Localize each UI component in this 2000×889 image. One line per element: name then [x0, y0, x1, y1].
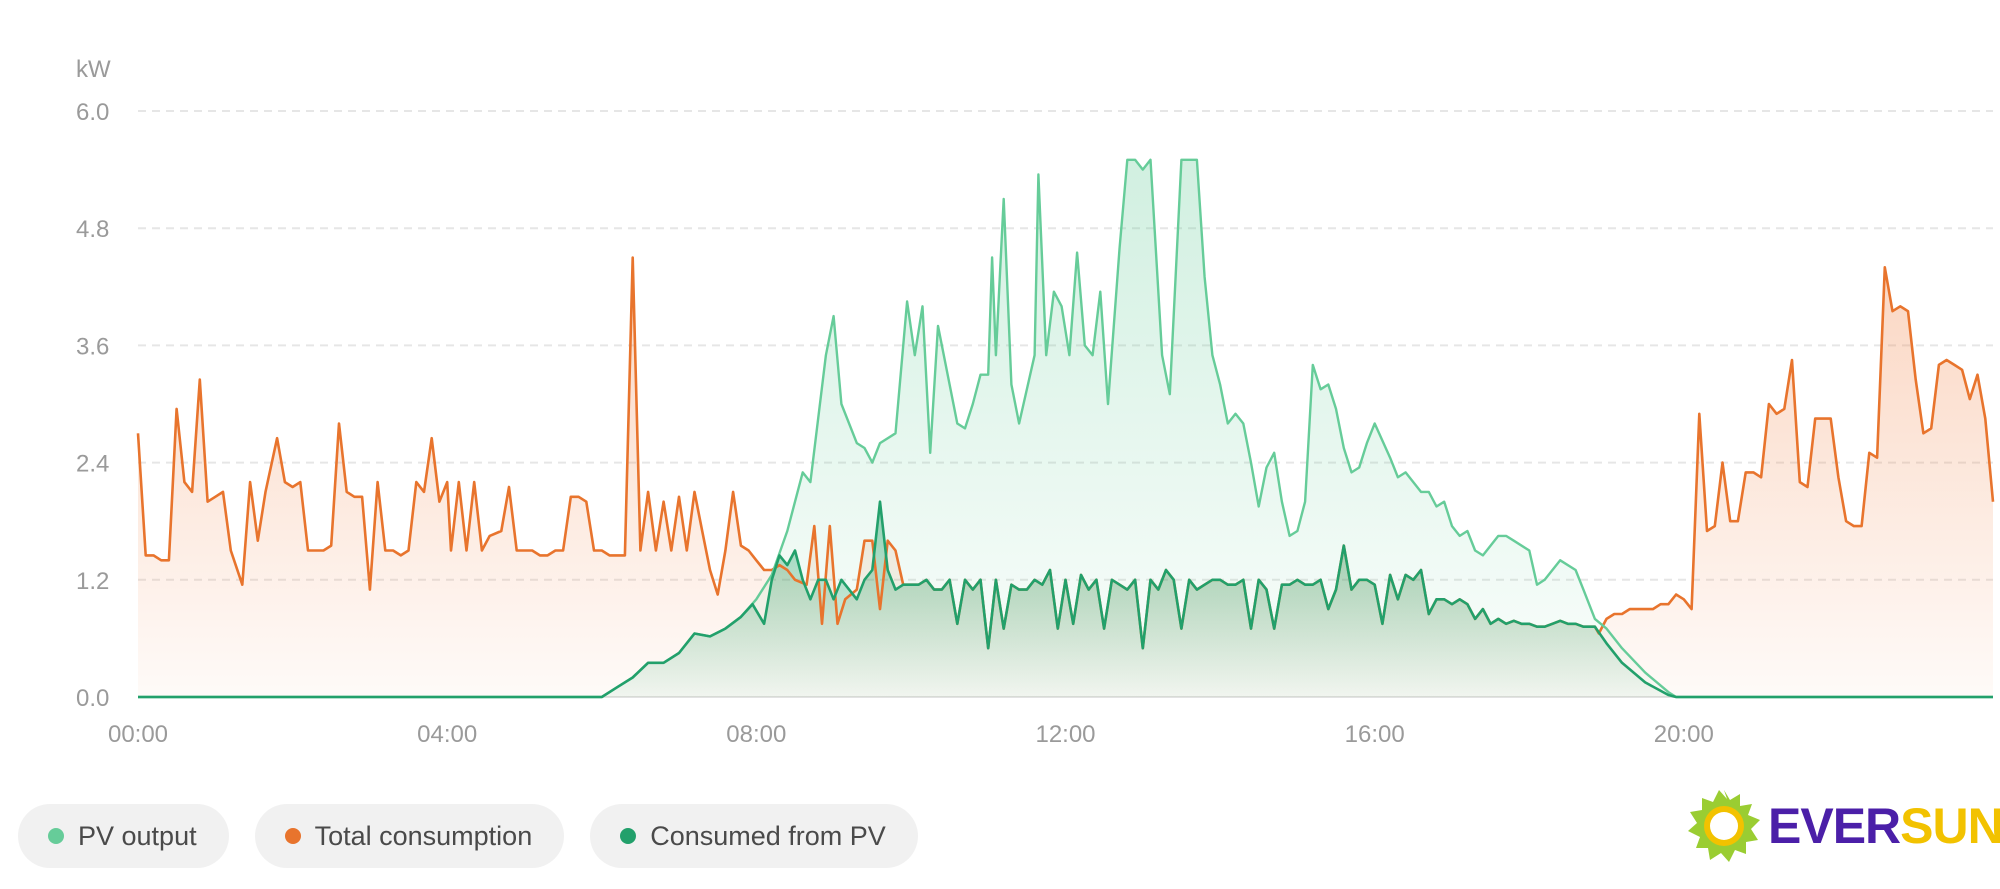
line-consumed-from-pv [138, 500, 1993, 699]
legend-item-total-consumption[interactable]: Total consumption [254, 804, 565, 868]
x-tick-0: 00:00 [108, 721, 168, 748]
area-pv-output [138, 159, 1993, 698]
legend-label-pv-output: PV output [78, 820, 197, 851]
line-pv-output [138, 158, 1993, 699]
sun-icon [1688, 790, 1760, 862]
area-consumed-from-pv [138, 501, 1993, 697]
x-tick-1: 04:00 [417, 721, 477, 748]
logo-text-ever: EVER [1768, 798, 1901, 854]
y-tick-1: 1.2 [76, 568, 109, 595]
y-tick-0: 0.0 [76, 685, 109, 712]
legend-dot-consumed-from-pv [620, 828, 637, 844]
logo-text-sun: SUN [1900, 798, 2000, 854]
legend: PV output Total consumption Consumed fro… [18, 804, 918, 868]
area-total-consumption [138, 257, 1993, 697]
series-layer [136, 158, 1995, 699]
x-tick-3: 12:00 [1035, 721, 1095, 748]
y-tick-2: 2.4 [76, 451, 109, 478]
y-tick-4: 4.8 [76, 216, 109, 243]
x-tick-2: 08:00 [726, 721, 786, 748]
eversun-logo: EVERSUN [1684, 786, 2000, 866]
legend-item-pv-output[interactable]: PV output [18, 804, 229, 868]
y-axis-unit-label: kW [76, 56, 111, 83]
legend-label-consumed-from-pv: Consumed from PV [650, 820, 886, 851]
y-tick-3: 3.6 [76, 333, 109, 360]
x-tick-4: 16:00 [1345, 721, 1405, 748]
x-tick-5: 20:00 [1654, 721, 1714, 748]
legend-item-consumed-from-pv[interactable]: Consumed from PV [590, 804, 918, 868]
legend-dot-total-consumption [284, 828, 301, 844]
energy-chart: kW 0.0 1.2 2.4 3.6 4.8 6.0 00:00 04:00 08:00 12:… [76, 56, 1995, 748]
legend-label-total-consumption: Total consumption [314, 820, 533, 851]
y-tick-labels: 0.0 1.2 2.4 3.6 4.8 6.0 [76, 99, 109, 712]
logo-text: EVERSUN [1768, 797, 2000, 855]
y-tick-5: 6.0 [76, 99, 109, 126]
x-tick-labels: 00:00 04:00 08:00 12:00 16:00 20:00 [108, 721, 1714, 748]
legend-dot-pv-output [48, 828, 64, 844]
